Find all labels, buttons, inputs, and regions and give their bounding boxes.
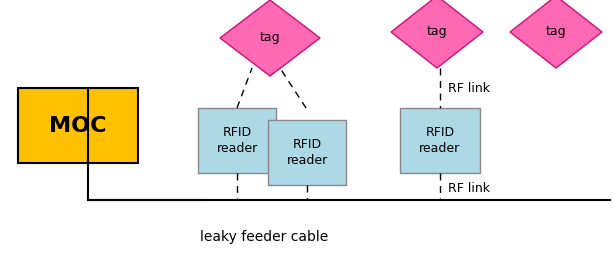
Polygon shape [391, 0, 483, 68]
Text: tag: tag [260, 31, 281, 44]
Text: RFID
reader: RFID reader [419, 127, 460, 155]
Bar [18, 88, 138, 163]
Text: tag: tag [546, 26, 566, 39]
Text: RFID
reader: RFID reader [286, 139, 328, 167]
Text: MOC: MOC [49, 115, 107, 135]
Text: leaky feeder cable: leaky feeder cable [200, 230, 328, 244]
Bar [400, 108, 480, 173]
Bar [268, 120, 346, 185]
Text: tag: tag [427, 26, 448, 39]
Bar [198, 108, 276, 173]
Text: RF link: RF link [448, 81, 490, 94]
Text: RFID
reader: RFID reader [216, 127, 258, 155]
Polygon shape [220, 0, 320, 76]
Polygon shape [510, 0, 602, 68]
Text: RF link: RF link [448, 181, 490, 194]
